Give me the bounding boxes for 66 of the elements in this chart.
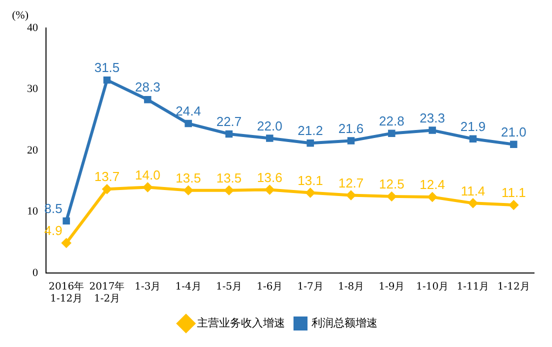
x-tick-label: 2016年 1-12月 — [48, 280, 84, 305]
data-label: 22.7 — [216, 114, 242, 130]
legend-label: 利润总额增速 — [312, 316, 378, 330]
data-label: 28.3 — [135, 80, 160, 95]
x-tick-label: 1-5月 — [216, 282, 242, 293]
data-label: 13.6 — [257, 170, 282, 185]
point — [143, 182, 152, 192]
point — [347, 137, 355, 144]
data-label: 31.5 — [94, 60, 120, 76]
data-label: 13.7 — [94, 169, 120, 184]
x-tick-label: 1-11月 — [456, 282, 490, 293]
point — [62, 238, 71, 248]
point — [509, 200, 518, 210]
point — [62, 217, 70, 225]
data-label: 12.5 — [379, 176, 404, 192]
x-tick-label: 1-10月 — [416, 282, 449, 293]
x-tick-label: 1-6月 — [256, 282, 283, 293]
point — [306, 140, 314, 147]
point — [184, 120, 192, 128]
data-label: 13.5 — [216, 170, 242, 186]
data-label: 24.4 — [176, 104, 201, 119]
data-label: 11.4 — [460, 183, 486, 198]
y-tick-label: 10 — [27, 206, 38, 218]
data-label: 22.0 — [257, 118, 282, 134]
y-tick-label: 0 — [32, 266, 38, 279]
data-label: 14.0 — [135, 167, 160, 182]
data-label: 21.2 — [298, 123, 323, 138]
point — [469, 135, 477, 142]
y-tick-label: 30 — [27, 83, 38, 96]
point — [224, 186, 234, 195]
point — [144, 96, 152, 104]
point — [225, 130, 233, 138]
point — [428, 126, 436, 134]
point — [102, 184, 112, 194]
x-tick-label: 1-7月 — [297, 282, 324, 293]
point — [103, 76, 111, 84]
point — [510, 140, 518, 148]
data-label: 13.5 — [176, 170, 201, 186]
y-axis-title: (%) — [12, 9, 29, 22]
data-label: 13.1 — [298, 172, 323, 188]
y-tick-label: 40 — [27, 22, 38, 34]
data-label: 21.0 — [501, 124, 526, 140]
data-label: 22.8 — [379, 113, 404, 128]
x-tick-label: 1-9月 — [378, 282, 405, 293]
point — [266, 134, 274, 142]
data-label: 11.1 — [501, 185, 526, 200]
data-label: 12.4 — [420, 177, 445, 192]
data-label: 12.7 — [338, 175, 364, 190]
point — [428, 192, 437, 202]
point — [388, 130, 396, 137]
data-label: 21.6 — [338, 120, 364, 136]
x-tick-label: 1-12月 — [497, 282, 530, 293]
x-tick-label: 1-4月 — [175, 282, 202, 293]
point — [346, 190, 356, 200]
legend-label: 主营业务收入增速 — [197, 316, 285, 330]
point — [387, 192, 396, 201]
point — [468, 198, 478, 208]
data-label: 23.3 — [420, 110, 445, 126]
x-tick-label: 1-3月 — [134, 282, 161, 293]
y-tick-label: 20 — [27, 144, 38, 156]
x-tick-label: 1-8月 — [338, 282, 364, 293]
point — [306, 188, 315, 198]
data-label: 21.9 — [460, 118, 486, 134]
point — [265, 185, 274, 194]
x-tick-label: 2017年 1-2月 — [89, 280, 125, 305]
point — [184, 186, 193, 195]
